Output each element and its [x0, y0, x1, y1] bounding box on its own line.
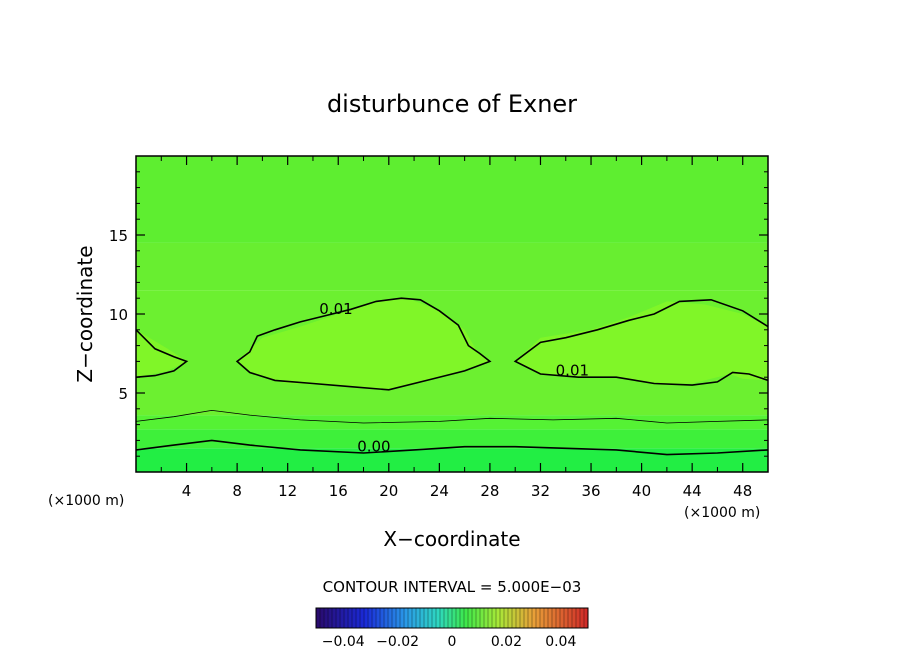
- y-tick-label-2: 15: [109, 227, 128, 245]
- field-band-1: [136, 429, 768, 449]
- 0.01-region-right: [515, 301, 768, 384]
- y-axis: 5 10 15: [109, 171, 768, 457]
- x-tick-label-6: 28: [480, 482, 499, 500]
- contour-layer: 0.01 0.01 0.00: [136, 297, 768, 456]
- colorbar-tick-label-1: −0.02: [376, 634, 419, 650]
- y-axis-label: Z−coordinate: [73, 245, 97, 382]
- contour-label-4: 0.00: [357, 437, 390, 455]
- contour-label-2: 0.01: [556, 362, 589, 380]
- y-tick-label-1: 10: [109, 306, 128, 324]
- x-tick-label-5: 24: [430, 482, 449, 500]
- x-axis: 4 8 12 16 20 24 28 32 36 40 44 48: [160, 156, 752, 500]
- field-band-2: [136, 415, 768, 430]
- colorbar-tick-label-3: 0.02: [491, 634, 522, 650]
- x-tick-label-8: 36: [581, 482, 600, 500]
- x-unit-left: (×1000 m): [48, 493, 124, 509]
- field-band-5: [136, 156, 768, 243]
- x-tick-label-9: 40: [632, 482, 651, 500]
- contour-line-1: [235, 297, 492, 391]
- x-tick-label-7: 32: [531, 482, 550, 500]
- x-tick-label-2: 12: [278, 482, 297, 500]
- y-tick-label-0: 5: [118, 385, 128, 403]
- contour-interval-text: CONTOUR INTERVAL = 5.000E−03: [323, 578, 582, 596]
- contour-line-4: [136, 439, 768, 456]
- contour-line-2: [513, 298, 768, 386]
- field-band-0: [136, 448, 768, 472]
- contour-line-0: [136, 329, 189, 378]
- x-axis-label: X−coordinate: [383, 527, 520, 551]
- colorbar-tick-label-0: −0.04: [322, 634, 365, 650]
- contour-line-3: [136, 409, 768, 424]
- x-tick-label-0: 4: [182, 482, 192, 500]
- colorbar-stripes: [319, 608, 585, 628]
- colorbar-ticks: −0.04 −0.02 0 0.02 0.04: [322, 634, 577, 650]
- x-tick-label-10: 44: [683, 482, 702, 500]
- x-tick-label-11: 48: [733, 482, 752, 500]
- colorbar-tick-label-4: 0.04: [545, 634, 576, 650]
- x-tick-label-3: 16: [329, 482, 348, 500]
- field-band-4: [136, 242, 768, 291]
- contour-label-1: 0.01: [319, 300, 352, 318]
- x-unit-right: (×1000 m): [684, 505, 760, 521]
- colorbar-tick-label-2: 0: [448, 634, 457, 650]
- chart-title: disturbunce of Exner: [327, 90, 577, 118]
- field-layer: [136, 156, 768, 472]
- x-tick-label-4: 20: [379, 482, 398, 500]
- x-tick-label-1: 8: [232, 482, 242, 500]
- 0.01-region-center: [237, 298, 490, 390]
